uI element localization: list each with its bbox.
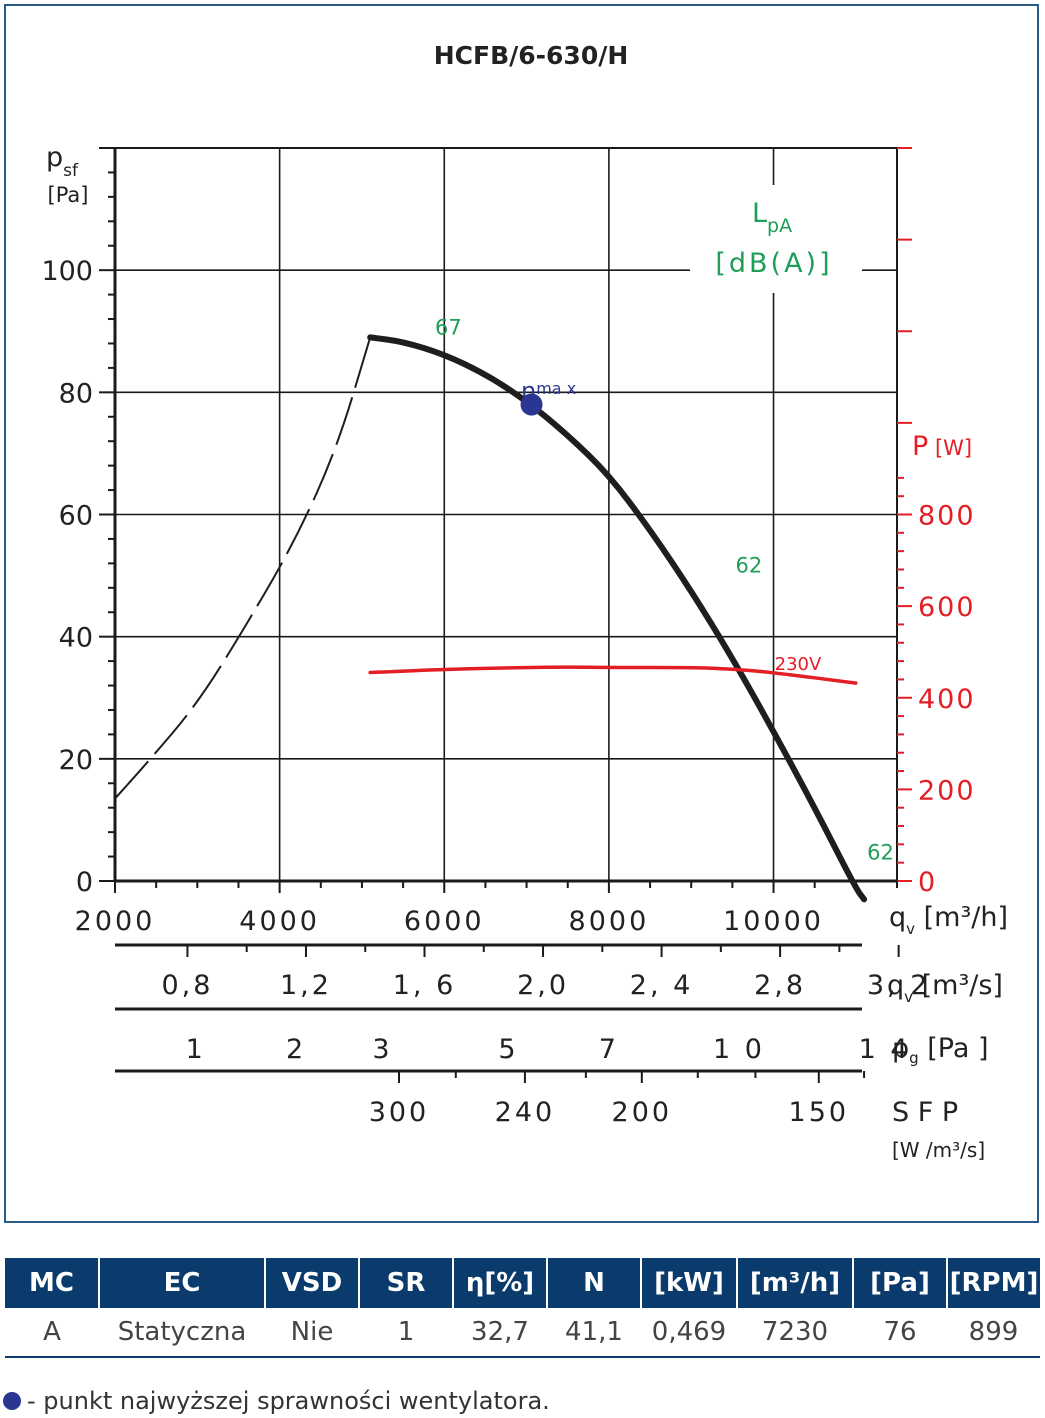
legend-note: - punkt najwyższej sprawności wentylator… — [3, 1384, 550, 1418]
left-tick-label-5: 100 — [41, 256, 93, 287]
scale-sfp-label-3: 150 — [789, 1097, 850, 1128]
right-tick-label-1: 200 — [918, 775, 976, 806]
right-tick-label-4: 800 — [918, 501, 976, 532]
scale-pg-label-5: 1 0 — [713, 1034, 765, 1065]
table-cell-0-9: 899 — [947, 1308, 1040, 1358]
left-axis-label: psf — [46, 142, 79, 181]
left-tick-label-4: 80 — [59, 378, 93, 409]
scale-qv-m3s-label-0: 0,8 — [161, 970, 213, 1001]
noise-label-1: 62 — [735, 554, 762, 578]
scale-qv-m3s-name: qv [m³/s] — [887, 970, 1003, 1006]
noise-label-0: 67 — [435, 315, 462, 339]
scale-sfp-label-2: 200 — [612, 1097, 673, 1128]
chart-title: HCFB/6-630/H — [434, 41, 629, 70]
series-pressure-unstable — [114, 337, 372, 800]
x-tick-label-3: 8000 — [569, 906, 650, 937]
left-tick-label-0: 0 — [76, 867, 93, 898]
left-tick-label-2: 40 — [59, 623, 93, 654]
right-tick-label-3: 600 — [918, 592, 976, 623]
scale-pg-label-1: 2 — [286, 1034, 306, 1065]
scale-qv-m3s-label-4: 2, 4 — [630, 970, 694, 1001]
table-cell-0-7: 7230 — [737, 1308, 853, 1358]
lpa-unit-label: [dB(A)] — [715, 248, 832, 279]
table-header-5: N — [546, 1258, 641, 1308]
table-header-9: [RPM] — [946, 1258, 1040, 1308]
right-tick-label-2: 400 — [918, 684, 976, 715]
table-header-row: MC EC VSD SR η[%] N [kW] [m³/h] [Pa] [RPM] — [5, 1258, 1040, 1308]
table-cell-0-6: 0,469 — [641, 1308, 737, 1358]
scale-qv-m3s-label-2: 1, 6 — [393, 970, 457, 1001]
scale-pg-label-6: 1 4 — [859, 1034, 911, 1065]
table-cell-0-5: 41,1 — [547, 1308, 641, 1358]
scale-pg-label-3: 5 — [498, 1034, 518, 1065]
table-cell-0-4: 32,7 — [453, 1308, 547, 1358]
table-header-6: [kW] — [640, 1258, 737, 1308]
table-cell-0-3: 1 — [359, 1308, 453, 1358]
left-tick-label-3: 60 — [59, 501, 93, 532]
right-axis-label: P [W] — [912, 431, 972, 462]
scale-qv-m3s-label-6: 3, 2 — [867, 970, 931, 1001]
table-cell-0-8: 76 — [853, 1308, 947, 1358]
eta-max-label: ηma x — [521, 377, 576, 405]
table-header-4: η[%] — [452, 1258, 547, 1308]
table-cell-0-0: A — [5, 1308, 99, 1358]
x-tick-label-1: 4000 — [239, 906, 320, 937]
scale-qv-m3s-label-1: 1,2 — [280, 970, 332, 1001]
power-series-label: 230V — [775, 654, 822, 675]
legend-note-text: - punkt najwyższej sprawności wentylator… — [27, 1387, 550, 1415]
eta-max-dot-icon — [3, 1392, 21, 1410]
table-header-1: EC — [98, 1258, 265, 1308]
scale-qv-m3s-label-5: 2,8 — [754, 970, 806, 1001]
scale-pg-name: pg [Pa ] — [892, 1033, 989, 1067]
table-header-2: VSD — [264, 1258, 359, 1308]
table-row: A Statyczna Nie 1 32,7 41,1 0,469 7230 76 899 — [5, 1308, 1040, 1358]
lpa-label-background — [690, 185, 862, 293]
right-tick-label-0: 0 — [918, 867, 937, 898]
scale-pg-label-2: 3 — [372, 1034, 392, 1065]
x-axis-label: qv [m³/h] — [889, 902, 1008, 938]
series-pressure — [367, 334, 868, 903]
series-230V — [368, 665, 858, 685]
scale-pg-label-4: 7 — [599, 1034, 619, 1065]
table-header-0: MC — [5, 1258, 99, 1308]
fan-performance-chart: HCFB/6-630/HLpA[dB(A)]020406080100psf[Pa… — [41, 41, 1008, 1162]
eta-max-point — [520, 393, 543, 416]
noise-label-2: 62 — [867, 841, 894, 865]
table-body: A Statyczna Nie 1 32,7 41,1 0,469 7230 76 899 — [5, 1308, 1040, 1358]
left-axis-unit: [Pa] — [48, 183, 89, 207]
lpa-label: LpA — [752, 198, 792, 237]
scale-qv-m3s-label-3: 2,0 — [517, 970, 569, 1001]
table-cell-0-1: Statyczna — [99, 1308, 265, 1358]
table-header-7: [m³/h] — [736, 1258, 853, 1308]
x-tick-label-0: 2000 — [75, 906, 156, 937]
table-header-8: [Pa] — [852, 1258, 947, 1308]
scale-sfp-label-0: 300 — [369, 1097, 430, 1128]
x-tick-label-4: 10000 — [723, 906, 824, 937]
table-header-3: SR — [358, 1258, 453, 1308]
x-tick-label-2: 6000 — [404, 906, 485, 937]
scale-sfp-name: S F P — [892, 1097, 958, 1128]
spec-table: MC EC VSD SR η[%] N [kW] [m³/h] [Pa] [RPM] A Staty… — [5, 1258, 1040, 1358]
scale-sfp-label-1: 240 — [495, 1097, 556, 1128]
scale-sfp-unit: [W /m³/s] — [892, 1138, 985, 1162]
left-tick-label-1: 20 — [59, 745, 93, 776]
chart-frame — [4, 4, 1039, 1223]
table-cell-0-2: Nie — [265, 1308, 359, 1358]
scale-pg-label-0: 1 — [186, 1034, 206, 1065]
